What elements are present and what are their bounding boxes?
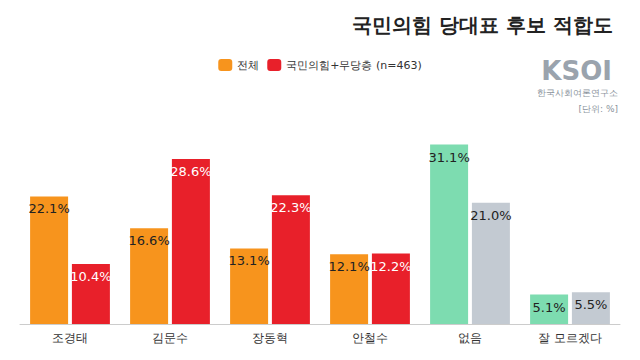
svg-text:10.4%: 10.4% — [70, 269, 111, 284]
svg-text:KSOI: KSOI — [541, 56, 612, 86]
svg-text:김문수: 김문수 — [152, 331, 188, 345]
svg-text:한국사회여론연구소: 한국사회여론연구소 — [537, 88, 618, 98]
svg-text:조경태: 조경태 — [52, 331, 88, 345]
svg-text:12.2%: 12.2% — [370, 259, 411, 274]
svg-text:안철수: 안철수 — [352, 331, 388, 345]
svg-text:없음: 없음 — [458, 331, 482, 345]
svg-text:5.1%: 5.1% — [533, 300, 566, 315]
svg-text:31.1%: 31.1% — [428, 150, 469, 165]
svg-text:장동혁: 장동혁 — [252, 331, 288, 345]
svg-text:5.5%: 5.5% — [574, 297, 607, 312]
svg-text:국민의힘+무당층 (n=463): 국민의힘+무당층 (n=463) — [286, 59, 421, 72]
svg-text:22.3%: 22.3% — [270, 200, 311, 215]
svg-text:21.0%: 21.0% — [470, 208, 511, 223]
svg-text:28.6%: 28.6% — [170, 164, 211, 179]
svg-text:잘 모르겠다: 잘 모르겠다 — [538, 331, 602, 345]
svg-text:국민의힘 당대표 후보 적합도: 국민의힘 당대표 후보 적합도 — [352, 13, 613, 37]
svg-text:12.1%: 12.1% — [328, 259, 369, 274]
svg-text:22.1%: 22.1% — [28, 201, 69, 216]
svg-text:전체: 전체 — [237, 59, 259, 72]
svg-text:13.1%: 13.1% — [228, 253, 269, 268]
svg-text:[단위: %]: [단위: %] — [579, 104, 618, 114]
svg-text:16.6%: 16.6% — [128, 233, 169, 248]
